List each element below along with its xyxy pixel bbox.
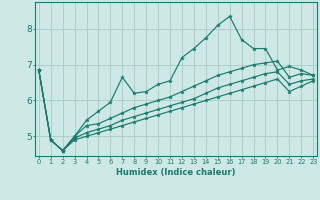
X-axis label: Humidex (Indice chaleur): Humidex (Indice chaleur) [116,168,236,177]
